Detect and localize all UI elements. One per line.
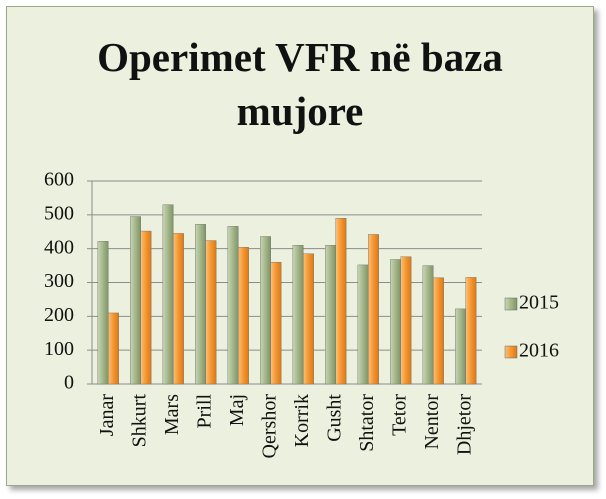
legend-label: 2015 — [519, 292, 559, 314]
y-tick-label: 100 — [44, 338, 74, 360]
bar — [465, 277, 477, 385]
y-tick-label: 300 — [44, 270, 74, 292]
bar — [303, 253, 314, 385]
bar — [433, 277, 444, 385]
bar — [173, 233, 184, 385]
y-tick-label: 400 — [44, 236, 74, 258]
x-tick-label: Shtator — [356, 394, 378, 452]
bar — [140, 230, 152, 385]
bar — [368, 234, 379, 385]
bar — [227, 226, 239, 385]
x-tick-label: Maj — [226, 394, 248, 426]
x-tick-label: Qershor — [258, 394, 280, 459]
bar — [260, 236, 271, 385]
legend-swatch — [504, 345, 518, 359]
bar — [162, 204, 174, 385]
x-tick-label: Gusht — [323, 394, 345, 442]
bar — [195, 224, 206, 385]
x-tick-label: Korrik — [291, 394, 313, 447]
legend-label: 2016 — [519, 340, 559, 362]
bar — [390, 259, 401, 385]
x-tick-label: Tetor — [388, 394, 410, 436]
y-tick-label: 0 — [64, 372, 74, 394]
x-tick-label: Mars — [161, 394, 183, 435]
bar — [400, 256, 412, 385]
y-tick-label: 500 — [44, 202, 74, 224]
x-tick-label: Janar — [96, 394, 118, 437]
bar — [205, 240, 217, 385]
chart-title: Operimet VFR në baza mujore — [97, 34, 503, 134]
bar — [292, 245, 304, 385]
x-tick-label: Nentor — [421, 394, 443, 450]
bar — [270, 262, 282, 385]
bar — [357, 264, 369, 385]
bar — [455, 308, 466, 385]
bar — [130, 216, 141, 385]
x-tick-label: Dhjetor — [453, 394, 475, 455]
bar — [108, 312, 119, 385]
bar — [422, 265, 434, 385]
x-tick-label: Shkurt — [128, 394, 150, 448]
y-tick-label: 600 — [44, 169, 74, 191]
bar — [325, 245, 336, 385]
bar — [238, 247, 249, 385]
bar — [97, 241, 109, 385]
bar — [335, 218, 347, 385]
x-tick-label: Prill — [193, 394, 215, 429]
legend-swatch — [504, 297, 518, 311]
y-tick-label: 200 — [44, 304, 74, 326]
